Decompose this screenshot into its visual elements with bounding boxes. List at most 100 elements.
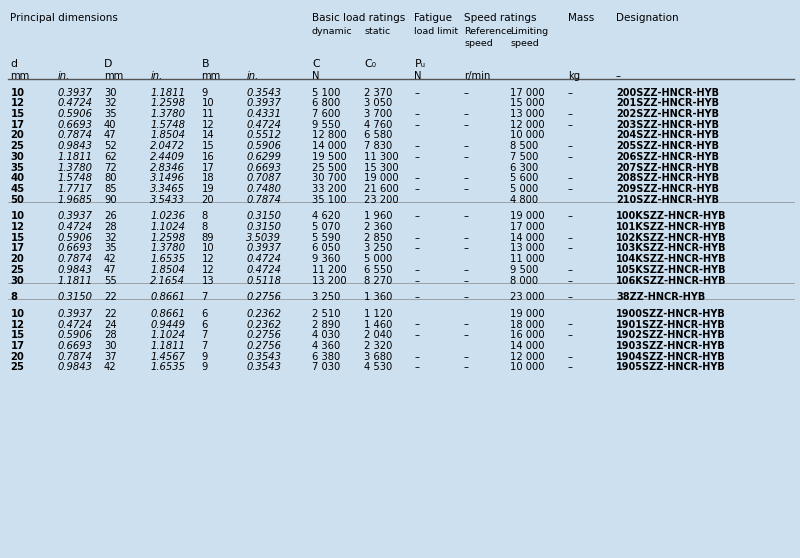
Text: kg: kg — [568, 71, 580, 81]
Text: –: – — [568, 320, 573, 330]
Text: 5 070: 5 070 — [312, 222, 340, 232]
Text: –: – — [464, 276, 469, 286]
Text: 209SZZ-HNCR-HYB: 209SZZ-HNCR-HYB — [616, 184, 719, 194]
Text: 40: 40 — [104, 120, 117, 130]
Text: 18: 18 — [202, 174, 214, 184]
Text: 35: 35 — [104, 109, 117, 119]
Text: 19 500: 19 500 — [312, 152, 346, 162]
Text: –: – — [568, 276, 573, 286]
Text: 30: 30 — [104, 341, 117, 351]
Text: 14 000: 14 000 — [510, 341, 545, 351]
Text: 15: 15 — [10, 330, 25, 340]
Text: 1.4567: 1.4567 — [150, 352, 186, 362]
Text: 4 760: 4 760 — [364, 120, 392, 130]
Text: Pᵤ: Pᵤ — [414, 59, 426, 69]
Text: 1.6535: 1.6535 — [150, 362, 186, 372]
Text: 7 830: 7 830 — [364, 141, 392, 151]
Text: 205SZZ-HNCR-HYB: 205SZZ-HNCR-HYB — [616, 141, 719, 151]
Text: 106KSZZ-HNCR-HYB: 106KSZZ-HNCR-HYB — [616, 276, 726, 286]
Text: 12: 12 — [10, 98, 24, 108]
Text: 0.2362: 0.2362 — [246, 309, 282, 319]
Text: 2 850: 2 850 — [364, 233, 392, 243]
Text: 35 100: 35 100 — [312, 195, 346, 205]
Text: 1.1024: 1.1024 — [150, 222, 186, 232]
Text: –: – — [568, 233, 573, 243]
Text: Basic load ratings: Basic load ratings — [312, 13, 406, 23]
Text: 32: 32 — [104, 98, 117, 108]
Text: 13 000: 13 000 — [510, 243, 545, 253]
Text: 19: 19 — [202, 184, 214, 194]
Text: 47: 47 — [104, 265, 117, 275]
Text: –: – — [568, 184, 573, 194]
Text: 3.5433: 3.5433 — [150, 195, 186, 205]
Text: in.: in. — [150, 71, 162, 81]
Text: 1 360: 1 360 — [364, 292, 392, 302]
Text: 85: 85 — [104, 184, 117, 194]
Text: 11 300: 11 300 — [364, 152, 398, 162]
Text: 1900SZZ-HNCR-HYB: 1900SZZ-HNCR-HYB — [616, 309, 726, 319]
Text: 0.6693: 0.6693 — [58, 243, 93, 253]
Text: 20: 20 — [10, 254, 24, 264]
Text: 2 370: 2 370 — [364, 88, 392, 98]
Text: 55: 55 — [104, 276, 117, 286]
Text: 17 000: 17 000 — [510, 222, 545, 232]
Text: 0.6693: 0.6693 — [58, 120, 93, 130]
Text: 4 360: 4 360 — [312, 341, 340, 351]
Text: 0.5906: 0.5906 — [58, 109, 93, 119]
Text: 2.8346: 2.8346 — [150, 162, 186, 172]
Text: 1.0236: 1.0236 — [150, 211, 186, 222]
Text: 200SZZ-HNCR-HYB: 200SZZ-HNCR-HYB — [616, 88, 719, 98]
Text: 17: 17 — [202, 162, 214, 172]
Text: –: – — [414, 362, 419, 372]
Text: 8 000: 8 000 — [510, 276, 538, 286]
Text: 80: 80 — [104, 174, 117, 184]
Text: 102KSZZ-HNCR-HYB: 102KSZZ-HNCR-HYB — [616, 233, 726, 243]
Text: 0.4724: 0.4724 — [58, 98, 93, 108]
Text: 42: 42 — [104, 254, 117, 264]
Text: 6 550: 6 550 — [364, 265, 393, 275]
Text: 1.1811: 1.1811 — [150, 341, 186, 351]
Text: 25: 25 — [10, 265, 24, 275]
Text: 19 000: 19 000 — [364, 174, 398, 184]
Text: 15 300: 15 300 — [364, 162, 398, 172]
Text: 2.1654: 2.1654 — [150, 276, 186, 286]
Text: –: – — [464, 174, 469, 184]
Text: 0.7874: 0.7874 — [58, 254, 93, 264]
Text: 0.3937: 0.3937 — [58, 211, 93, 222]
Text: 7: 7 — [202, 292, 208, 302]
Text: 202SZZ-HNCR-HYB: 202SZZ-HNCR-HYB — [616, 109, 719, 119]
Text: –: – — [464, 265, 469, 275]
Text: static: static — [364, 27, 390, 36]
Text: 208SZZ-HNCR-HYB: 208SZZ-HNCR-HYB — [616, 174, 719, 184]
Text: –: – — [464, 184, 469, 194]
Text: 1.1024: 1.1024 — [150, 330, 186, 340]
Text: 25: 25 — [10, 141, 24, 151]
Text: 11 200: 11 200 — [312, 265, 346, 275]
Text: 201SZZ-HNCR-HYB: 201SZZ-HNCR-HYB — [616, 98, 719, 108]
Text: 23 000: 23 000 — [510, 292, 545, 302]
Text: 6 580: 6 580 — [364, 131, 392, 141]
Text: 7 500: 7 500 — [510, 152, 538, 162]
Text: 13 200: 13 200 — [312, 276, 346, 286]
Text: 42: 42 — [104, 362, 117, 372]
Text: 16 000: 16 000 — [510, 330, 545, 340]
Text: 2 040: 2 040 — [364, 330, 392, 340]
Text: –: – — [616, 71, 621, 81]
Text: 25 500: 25 500 — [312, 162, 346, 172]
Text: –: – — [464, 362, 469, 372]
Text: 90: 90 — [104, 195, 117, 205]
Text: 15: 15 — [202, 141, 214, 151]
Text: 17: 17 — [10, 120, 24, 130]
Text: C₀: C₀ — [364, 59, 376, 69]
Text: 0.5906: 0.5906 — [58, 233, 93, 243]
Text: 6: 6 — [202, 309, 208, 319]
Text: 0.7874: 0.7874 — [58, 352, 93, 362]
Text: 8: 8 — [202, 211, 208, 222]
Text: Limiting: Limiting — [510, 27, 549, 36]
Text: 12: 12 — [10, 222, 24, 232]
Text: 89: 89 — [202, 233, 214, 243]
Text: 14: 14 — [202, 131, 214, 141]
Text: 1902SZZ-HNCR-HYB: 1902SZZ-HNCR-HYB — [616, 330, 726, 340]
Text: 15: 15 — [10, 233, 25, 243]
Text: mm: mm — [10, 71, 30, 81]
